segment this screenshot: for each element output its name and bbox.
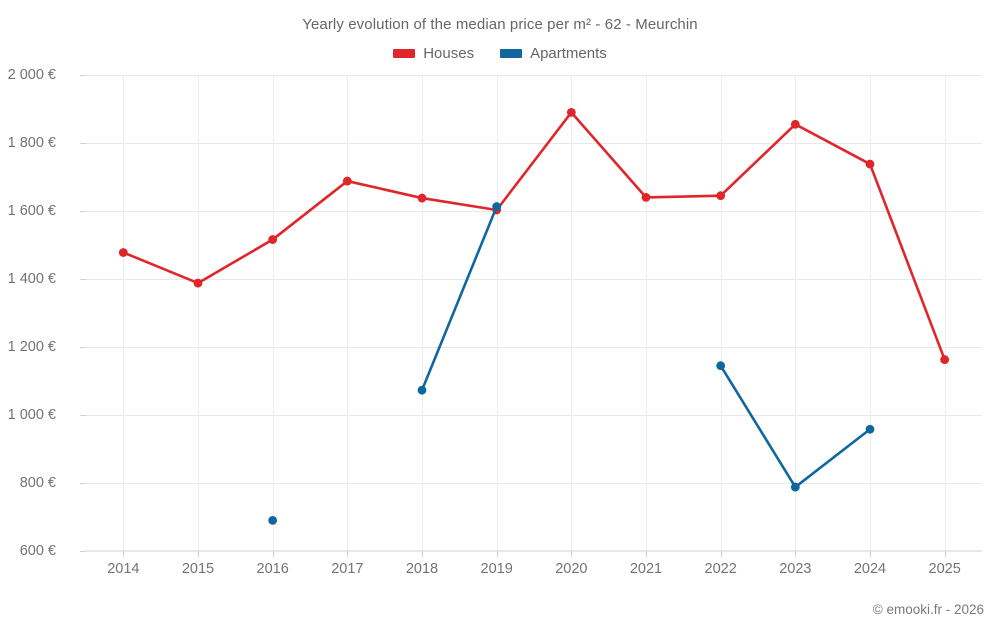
x-axis-tick-label: 2021 — [629, 561, 663, 577]
data-point-houses-2020[interactable] — [566, 108, 576, 117]
gridline-horizontal — [86, 551, 982, 552]
x-axis-tick-label: 2014 — [107, 561, 140, 577]
gridline-vertical — [944, 75, 946, 551]
gridline-vertical — [422, 75, 423, 551]
y-axis-tick-label: 1 400 € — [7, 271, 56, 287]
y-axis-tick-label: 1 200 € — [7, 339, 56, 355]
gridline-horizontal — [86, 415, 982, 416]
data-point-houses-2023[interactable] — [790, 119, 800, 129]
x-axis-tick-mark — [720, 551, 722, 557]
y-axis-tick-mark — [80, 347, 86, 348]
y-axis-tick-mark — [80, 75, 86, 76]
gridline-vertical — [870, 75, 871, 551]
x-axis-tick-mark — [795, 551, 797, 557]
legend-item-apartments[interactable]: Apartments — [500, 45, 607, 62]
x-axis-line — [86, 550, 982, 551]
gridline-horizontal — [86, 211, 982, 212]
y-axis-tick-label: 1 600 € — [7, 203, 56, 219]
y-axis-tick-mark — [80, 279, 86, 280]
gridline-vertical — [646, 75, 647, 551]
y-axis-tick-mark — [80, 143, 86, 144]
legend-item-houses[interactable]: Houses — [393, 45, 474, 62]
series-line-houses — [122, 111, 946, 361]
gridline-horizontal — [86, 279, 982, 280]
x-axis-tick-mark — [347, 551, 349, 557]
gridline-vertical — [795, 75, 797, 551]
x-axis-tick-mark — [272, 551, 274, 557]
gridline-vertical — [720, 75, 722, 551]
data-point-houses-2021[interactable] — [641, 193, 651, 202]
x-axis-tick-label: 2022 — [704, 561, 737, 577]
x-axis-tick-label: 2015 — [181, 561, 215, 577]
x-axis-tick-mark — [870, 551, 871, 557]
legend-label-houses: Houses — [423, 45, 475, 62]
series-line-apartments — [719, 364, 872, 489]
y-axis-tick-mark — [80, 211, 86, 212]
data-point-houses-2015[interactable] — [193, 278, 203, 288]
y-axis-tick-label: 800 € — [19, 475, 56, 491]
data-point-houses-2017[interactable] — [342, 176, 352, 186]
y-axis-tick-label: 1 800 € — [7, 135, 56, 151]
x-axis-tick-label: 2025 — [928, 561, 961, 577]
x-axis-tick-mark — [646, 551, 647, 557]
data-point-houses-2014[interactable] — [118, 248, 128, 257]
gridline-horizontal — [86, 143, 982, 144]
gridline-horizontal — [86, 347, 982, 348]
data-point-houses-2018[interactable] — [417, 193, 427, 203]
plot-area: 600 € 800 € 1 000 € 1 200 € 1 400 € 1 600 € 1 … — [8, 67, 982, 577]
gridline-vertical — [272, 75, 274, 551]
gridline-vertical — [496, 75, 498, 551]
chart-title: Yearly evolution of the median price per… — [302, 16, 698, 33]
y-axis-tick-mark — [80, 415, 86, 416]
gridline-horizontal — [86, 483, 982, 484]
legend-swatch-houses — [393, 49, 416, 58]
data-point-houses-2024[interactable] — [865, 159, 875, 169]
x-axis-tick-mark — [198, 551, 199, 557]
y-axis-tick-mark — [80, 483, 86, 484]
x-axis-tick-label: 2016 — [256, 561, 289, 577]
x-axis-tick-label: 2019 — [480, 561, 513, 577]
data-point-houses-2016[interactable] — [268, 235, 278, 244]
series-line-apartments — [420, 205, 498, 392]
chart-legend: Houses Apartments — [0, 45, 1000, 62]
data-point-houses-2022[interactable] — [716, 191, 726, 201]
copyright-credit: © emooki.fr - 2026 — [872, 602, 984, 617]
y-axis-tick-label: 1 000 € — [7, 407, 56, 423]
data-point-apartments-2018[interactable] — [417, 385, 427, 395]
x-axis-tick-mark — [123, 551, 125, 557]
data-point-apartments-2024[interactable] — [865, 424, 875, 434]
y-axis-tick-label: 2 000 € — [7, 67, 56, 83]
x-axis-tick-mark — [496, 551, 498, 557]
gridline-vertical — [571, 75, 573, 551]
gridline-horizontal — [86, 75, 982, 76]
x-axis-tick-label: 2023 — [779, 561, 812, 577]
x-axis-tick-mark — [422, 551, 423, 557]
gridline-vertical — [198, 75, 199, 551]
data-point-apartments-2016[interactable] — [268, 516, 278, 525]
y-axis-tick-mark — [80, 551, 86, 552]
data-point-apartments-2023[interactable] — [790, 482, 800, 492]
series-layer — [118, 108, 950, 525]
x-axis-tick-mark — [571, 551, 573, 557]
y-axis-tick-label: 600 € — [19, 543, 56, 559]
gridline-vertical — [347, 75, 349, 551]
x-axis-tick-label: 2018 — [405, 561, 439, 577]
x-axis-tick-label: 2017 — [331, 561, 364, 577]
x-axis-tick-label: 2024 — [853, 561, 887, 577]
legend-swatch-apartments — [500, 49, 523, 58]
x-axis-tick-mark — [944, 551, 946, 557]
legend-label-apartments: Apartments — [530, 45, 607, 62]
gridline-vertical — [123, 75, 125, 551]
x-axis-tick-label: 2020 — [555, 561, 588, 577]
data-point-houses-2025[interactable] — [940, 355, 950, 364]
data-point-apartments-2022[interactable] — [716, 361, 726, 371]
data-point-apartments-2019[interactable] — [492, 202, 502, 211]
